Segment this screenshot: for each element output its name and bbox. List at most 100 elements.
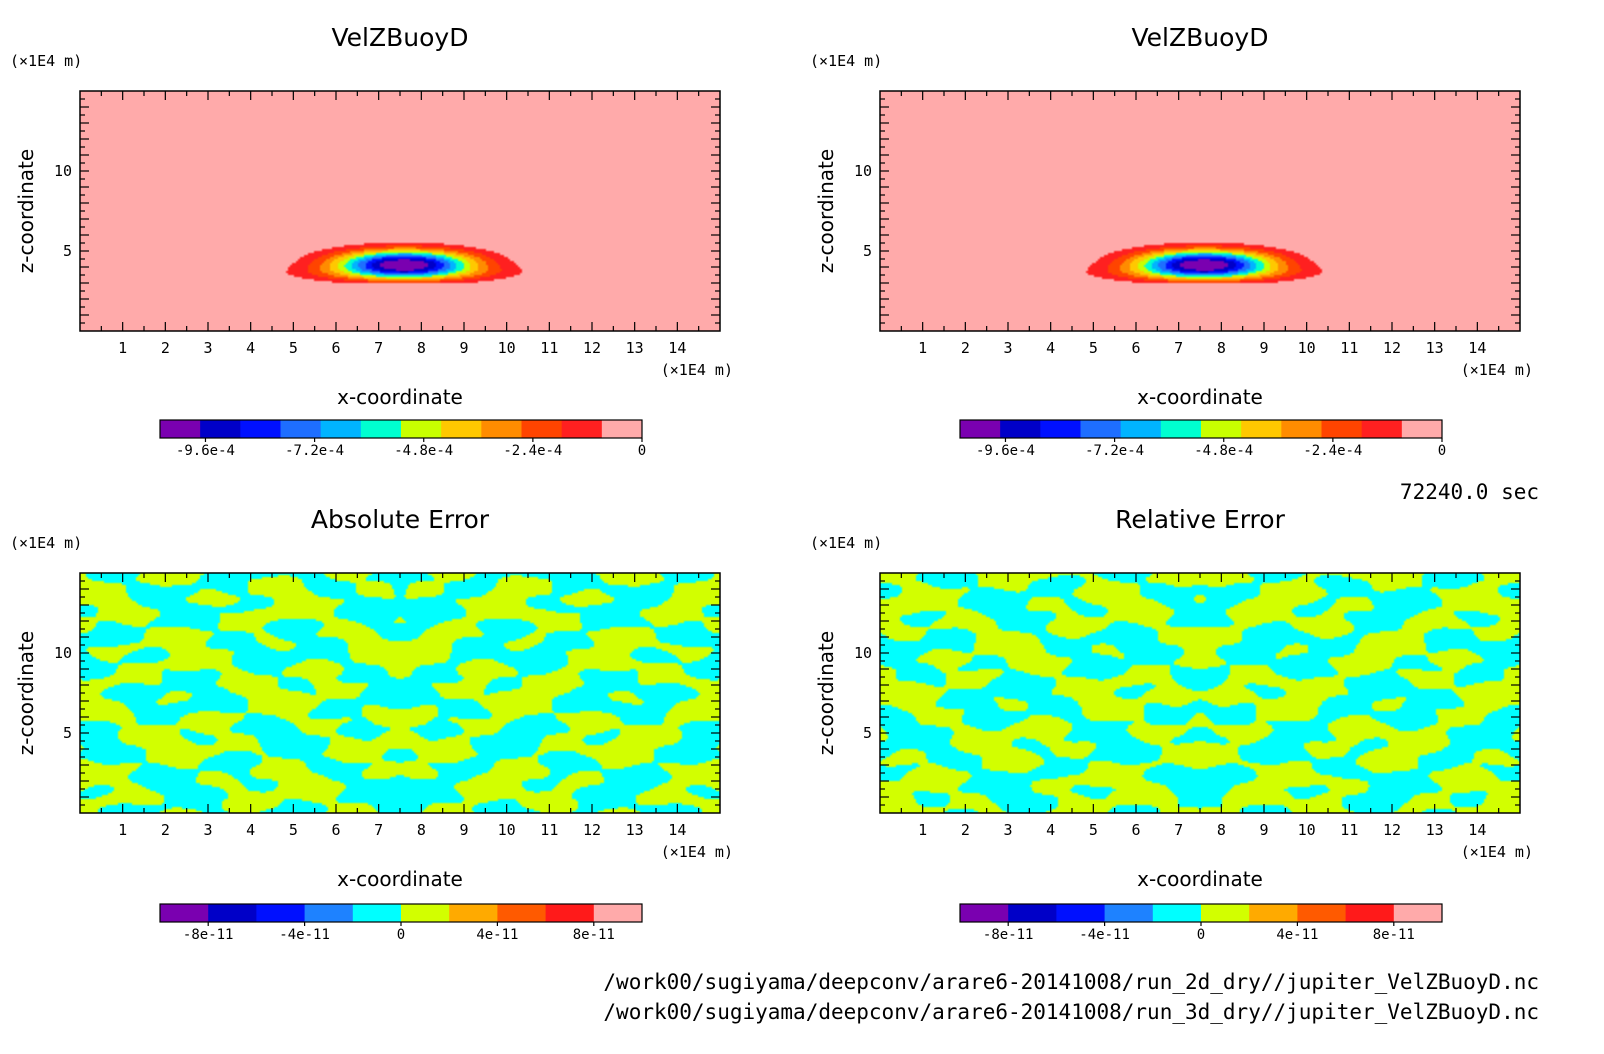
x-tick-label: 8 bbox=[417, 821, 426, 839]
x-tick-label: 4 bbox=[1046, 339, 1055, 357]
colorbar-cell bbox=[561, 420, 603, 438]
x-tick-label: 4 bbox=[246, 821, 255, 839]
colorbar-cell bbox=[601, 420, 643, 438]
y-unit-label: (×1E4 m) bbox=[10, 534, 82, 552]
x-unit-label: (×1E4 m) bbox=[661, 843, 733, 861]
x-tick-label: 13 bbox=[1426, 821, 1444, 839]
x-tick-label: 2 bbox=[961, 821, 970, 839]
y-axis-label: z-coordinate bbox=[814, 149, 838, 273]
colorbar-cell bbox=[497, 904, 547, 922]
y-tick-label: 5 bbox=[63, 724, 72, 742]
colorbar-cell bbox=[208, 904, 257, 922]
colorbar-cell bbox=[1040, 420, 1081, 438]
x-tick-label: 5 bbox=[289, 339, 298, 357]
x-tick-label: 5 bbox=[289, 821, 298, 839]
colorbar-cell bbox=[256, 904, 306, 922]
colorbar: -9.6e-4 -7.2e-4 -4.8e-4 -2.4e-4 0 bbox=[959, 419, 1446, 459]
colorbar-cell bbox=[1281, 420, 1322, 438]
x-tick-label: 7 bbox=[374, 821, 383, 839]
colorbar-cell bbox=[1345, 904, 1395, 922]
colorbar-tick-label: -9.6e-4 bbox=[176, 443, 235, 459]
x-tick-label: 7 bbox=[1174, 339, 1183, 357]
colorbar-cell bbox=[1241, 420, 1282, 438]
colorbar-tick-label: -4e-11 bbox=[279, 927, 330, 943]
x-tick-label: 10 bbox=[498, 339, 516, 357]
colorbar-tick-label: -2.4e-4 bbox=[1303, 443, 1362, 459]
x-tick-label: 5 bbox=[1089, 339, 1098, 357]
colorbar-tick-label: 0 bbox=[397, 927, 405, 943]
y-axis-label: z-coordinate bbox=[14, 149, 38, 273]
colorbar-cell bbox=[960, 420, 1001, 438]
colorbar-tick-label: -8e-11 bbox=[983, 927, 1034, 943]
x-tick-label: 14 bbox=[1468, 339, 1486, 357]
x-tick-label: 12 bbox=[583, 339, 601, 357]
colorbar-cell bbox=[1201, 420, 1242, 438]
x-tick-label: 1 bbox=[118, 339, 127, 357]
x-tick-label: 10 bbox=[498, 821, 516, 839]
x-tick-label: 10 bbox=[1298, 821, 1316, 839]
colorbar-cell bbox=[352, 904, 402, 922]
colorbar-cell bbox=[1000, 420, 1041, 438]
file-path-run-2d: /work00/sugiyama/deepconv/arare6-2014100… bbox=[603, 970, 1539, 994]
x-tick-label: 14 bbox=[1468, 821, 1486, 839]
x-tick-label: 11 bbox=[1340, 339, 1358, 357]
x-axis-label: x-coordinate bbox=[1137, 867, 1263, 891]
x-tick-label: 6 bbox=[331, 339, 340, 357]
colorbar-cell bbox=[1080, 420, 1122, 438]
x-unit-label: (×1E4 m) bbox=[1461, 361, 1533, 379]
colorbar-tick-label: 0 bbox=[1438, 443, 1446, 459]
colorbar-frame bbox=[159, 419, 643, 439]
colorbar-cell bbox=[320, 420, 362, 438]
x-tick-label: 9 bbox=[459, 339, 468, 357]
colorbar-cell bbox=[593, 904, 643, 922]
x-tick-label: 12 bbox=[1383, 821, 1401, 839]
colorbar-tick-label: 0 bbox=[638, 443, 646, 459]
colorbar-cell bbox=[280, 420, 322, 438]
y-tick-label: 5 bbox=[63, 242, 72, 260]
y-tick-label: 10 bbox=[54, 644, 72, 662]
chart-title: VelZBuoyD bbox=[1132, 23, 1269, 52]
chart-title: VelZBuoyD bbox=[332, 23, 469, 52]
x-tick-label: 12 bbox=[1383, 339, 1401, 357]
colorbar-tick-label: 8e-11 bbox=[573, 927, 615, 943]
x-tick-label: 3 bbox=[203, 339, 212, 357]
colorbar-cell bbox=[160, 904, 209, 922]
x-tick-label: 8 bbox=[417, 339, 426, 357]
colorbar-cell bbox=[1201, 904, 1250, 922]
colorbar-cell bbox=[360, 420, 402, 438]
y-tick-label: 5 bbox=[863, 242, 872, 260]
colorbar-cell bbox=[1393, 904, 1443, 922]
colorbar-cell bbox=[1152, 904, 1202, 922]
colorbar-cell bbox=[1321, 420, 1363, 438]
colorbar-cell bbox=[1008, 904, 1057, 922]
colorbar-cell bbox=[481, 420, 522, 438]
x-tick-label: 9 bbox=[1259, 339, 1268, 357]
x-tick-label: 11 bbox=[540, 821, 558, 839]
colorbar-tick-label: -4.8e-4 bbox=[394, 443, 453, 459]
heatmap-field-1 bbox=[80, 91, 720, 331]
colorbar-cell bbox=[401, 420, 442, 438]
y-tick-label: 10 bbox=[854, 644, 872, 662]
x-tick-label: 7 bbox=[374, 339, 383, 357]
x-tick-label: 7 bbox=[1174, 821, 1183, 839]
colorbar-cell bbox=[1401, 420, 1443, 438]
colorbar-cell bbox=[1160, 420, 1202, 438]
colorbar-cell bbox=[240, 420, 281, 438]
file-path-run-3d: /work00/sugiyama/deepconv/arare6-2014100… bbox=[603, 1000, 1539, 1024]
colorbar-tick-label: -8e-11 bbox=[183, 927, 234, 943]
x-tick-label: 13 bbox=[1426, 339, 1444, 357]
x-tick-label: 6 bbox=[1131, 339, 1140, 357]
x-tick-label: 13 bbox=[626, 339, 644, 357]
heatmap-field-4 bbox=[880, 573, 1520, 813]
y-unit-label: (×1E4 m) bbox=[810, 52, 882, 70]
colorbar-cell bbox=[1104, 904, 1154, 922]
colorbar-tick-label: -4e-11 bbox=[1079, 927, 1130, 943]
y-axis-label: z-coordinate bbox=[14, 631, 38, 755]
heatmap-field-3 bbox=[80, 573, 720, 813]
chart-title: Absolute Error bbox=[311, 505, 490, 534]
colorbar-cell bbox=[160, 420, 201, 438]
y-tick-label: 10 bbox=[854, 162, 872, 180]
